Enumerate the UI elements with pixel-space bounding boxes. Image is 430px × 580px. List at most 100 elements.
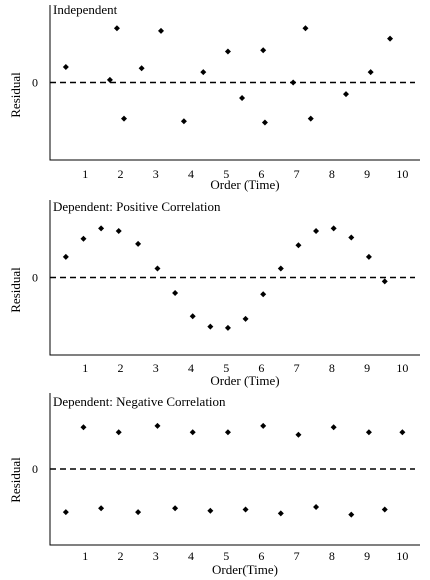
x-tick-label: 2 bbox=[117, 167, 123, 181]
data-point bbox=[295, 431, 302, 438]
data-point bbox=[343, 91, 349, 98]
chart-panel-1: 0 Independent 1 2 3 4 5 6 7 8 9 10 Order (Time) Resid… bbox=[8, 2, 420, 192]
data-point bbox=[399, 429, 406, 436]
data-point bbox=[260, 422, 267, 429]
axis-lines bbox=[49, 5, 420, 161]
data-point bbox=[62, 509, 69, 516]
chart-title: Dependent: Negative Correlation bbox=[53, 394, 226, 409]
x-tick-label: 6 bbox=[258, 167, 264, 181]
x-tick-label: 6 bbox=[258, 549, 264, 563]
data-point bbox=[261, 119, 268, 126]
axis-lines bbox=[49, 393, 420, 546]
x-tick-label: 8 bbox=[329, 549, 335, 563]
x-tick-label: 3 bbox=[153, 361, 159, 375]
data-point bbox=[121, 115, 127, 122]
data-point bbox=[98, 505, 105, 512]
x-tick-label: 4 bbox=[188, 361, 194, 375]
data-point bbox=[115, 228, 122, 234]
data-point bbox=[189, 429, 196, 436]
data-point bbox=[365, 253, 372, 260]
x-tick-label: 6 bbox=[258, 361, 264, 375]
x-tick-label: 5 bbox=[223, 167, 229, 181]
data-point bbox=[330, 225, 337, 232]
x-tick-label: 2 bbox=[117, 361, 123, 375]
x-tick-label: 8 bbox=[329, 167, 335, 181]
data-point bbox=[135, 240, 142, 247]
x-axis-title: Order (Time) bbox=[210, 373, 279, 388]
x-tick-label: 2 bbox=[117, 549, 123, 563]
data-point bbox=[98, 225, 105, 232]
data-point bbox=[330, 424, 337, 431]
data-point bbox=[387, 35, 394, 42]
x-tick-label: 7 bbox=[294, 549, 300, 563]
data-point bbox=[154, 265, 161, 272]
zero-tick-label: 0 bbox=[32, 76, 38, 90]
x-tick-label: 5 bbox=[223, 361, 229, 375]
data-point bbox=[106, 76, 113, 83]
data-point bbox=[207, 323, 214, 330]
data-point bbox=[260, 291, 267, 298]
data-point bbox=[138, 65, 145, 72]
data-point bbox=[302, 25, 309, 32]
x-tick-label: 1 bbox=[82, 167, 88, 181]
x-tick-label: 4 bbox=[188, 549, 194, 563]
data-point bbox=[313, 504, 320, 510]
data-point bbox=[381, 506, 388, 513]
x-tick-label: 1 bbox=[82, 549, 88, 563]
chart-panel-2: 0 Dependent: Positive Correlation 1 2 3 4 5 6 7 8… bbox=[8, 199, 420, 388]
x-tick-label: 5 bbox=[223, 549, 229, 563]
data-point bbox=[242, 315, 249, 322]
data-point bbox=[348, 234, 355, 241]
x-tick-label: 7 bbox=[294, 167, 300, 181]
data-point bbox=[239, 95, 246, 101]
data-point bbox=[260, 47, 267, 54]
x-axis-title: Order (Time) bbox=[210, 177, 279, 192]
data-point bbox=[348, 511, 355, 518]
data-point bbox=[224, 48, 231, 55]
data-point bbox=[189, 313, 196, 320]
data-point bbox=[367, 69, 374, 76]
data-point bbox=[172, 505, 179, 512]
data-point bbox=[277, 265, 284, 272]
x-tick-label: 8 bbox=[329, 361, 335, 375]
x-tick-label: 1 bbox=[82, 361, 88, 375]
data-point bbox=[135, 509, 142, 516]
data-point bbox=[62, 253, 69, 260]
zero-tick-label: 0 bbox=[32, 462, 38, 476]
data-point bbox=[80, 424, 87, 431]
x-tick-label: 3 bbox=[153, 167, 159, 181]
zero-tick-label: 0 bbox=[32, 271, 38, 285]
x-tick-label: 9 bbox=[364, 167, 370, 181]
data-point bbox=[224, 324, 231, 331]
data-point bbox=[180, 118, 187, 125]
data-point bbox=[154, 422, 161, 429]
chart-title: Dependent: Positive Correlation bbox=[53, 199, 221, 214]
data-point bbox=[290, 79, 297, 86]
x-tick-label: 3 bbox=[153, 549, 159, 563]
chart-title: Independent bbox=[53, 2, 118, 17]
x-axis-title: Order(Time) bbox=[212, 562, 278, 577]
y-axis-title: Residual bbox=[8, 267, 23, 313]
chart-panel-3: 0 Dependent: Negative Correlation 1 2 3 4 5 6 7 8… bbox=[8, 393, 420, 577]
data-point bbox=[62, 64, 69, 70]
data-point bbox=[80, 235, 87, 242]
data-point bbox=[365, 429, 372, 436]
data-point bbox=[115, 429, 122, 436]
data-point bbox=[113, 25, 120, 32]
data-point bbox=[381, 278, 388, 285]
x-tick-label: 9 bbox=[364, 549, 370, 563]
x-tick-label: 10 bbox=[396, 361, 408, 375]
axis-lines bbox=[49, 200, 420, 356]
x-tick-label: 4 bbox=[188, 167, 194, 181]
x-tick-label: 7 bbox=[294, 361, 300, 375]
data-point bbox=[200, 69, 207, 76]
data-point bbox=[158, 27, 164, 34]
x-tick-label: 10 bbox=[396, 549, 408, 563]
data-point bbox=[295, 242, 302, 249]
data-point bbox=[277, 510, 284, 517]
x-tick-label: 10 bbox=[396, 167, 408, 181]
y-axis-title: Residual bbox=[8, 72, 23, 118]
data-point bbox=[313, 228, 320, 234]
data-point bbox=[224, 429, 231, 436]
